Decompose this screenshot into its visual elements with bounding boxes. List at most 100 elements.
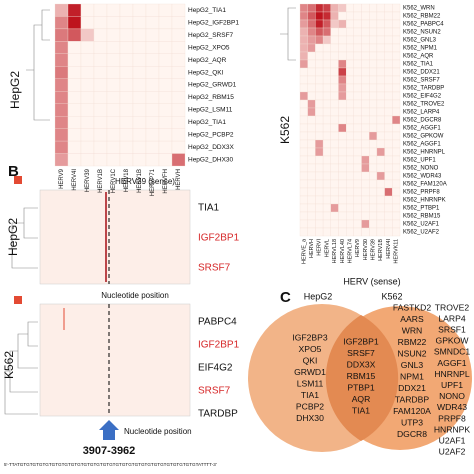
heat-cell <box>338 219 347 229</box>
heat-cell <box>346 187 354 197</box>
gene: IGF2BP1 <box>343 336 379 346</box>
heat-cell <box>330 163 339 173</box>
heat-cell <box>322 59 331 69</box>
heat-cell <box>346 155 354 165</box>
column-label: HERVL <box>324 239 330 257</box>
heat-cell <box>322 51 331 61</box>
row-label: K562_U2AF1 <box>403 222 440 228</box>
row-label: K562_WRN <box>403 6 435 12</box>
column-label: HERV18 <box>124 168 130 192</box>
heat-cell <box>392 139 401 149</box>
heat-cell <box>299 3 308 13</box>
column-label: HERVH <box>176 169 182 190</box>
heat-cell <box>376 107 385 117</box>
heat-cell <box>376 67 385 77</box>
heat-cell <box>315 187 324 197</box>
heat-cell <box>299 27 308 37</box>
heat-cell <box>171 128 186 142</box>
heat-cell <box>353 219 362 229</box>
heat-cell <box>322 75 331 85</box>
heat-cell <box>93 3 108 17</box>
heat-cell <box>171 78 186 92</box>
heat-cell <box>361 83 370 93</box>
row-label: HepG2_AQR <box>188 57 227 64</box>
heat-cell <box>80 78 95 92</box>
gene: UPF1 <box>441 380 463 390</box>
heat-cell <box>93 153 108 167</box>
cell-label: K562 <box>2 351 16 379</box>
heat-cell <box>361 107 370 117</box>
heat-cell <box>384 131 393 141</box>
heat-cell <box>384 155 393 165</box>
heat-cell <box>54 3 69 17</box>
heat-cell <box>54 66 69 79</box>
gene: AQR <box>352 394 371 404</box>
heat-cell <box>307 115 316 125</box>
heat-cell <box>299 171 308 181</box>
heat-cell <box>392 35 401 45</box>
heat-cell <box>369 211 378 221</box>
heat-cell <box>330 99 339 109</box>
heat-cell <box>361 211 370 221</box>
row-label: K562_RBM15 <box>403 214 441 220</box>
heat-cell <box>299 35 308 45</box>
heat-cell <box>299 179 308 189</box>
gene: TROVE2 <box>435 302 470 312</box>
heat-cell <box>369 3 378 13</box>
gene: SRSF7 <box>347 348 375 358</box>
column-label: HERVH <box>309 239 315 258</box>
heat-cell <box>307 91 316 101</box>
heat-cell <box>361 19 370 29</box>
heat-cell <box>315 115 324 125</box>
gene: DDX3X <box>347 359 376 369</box>
column-label: HERV1C <box>111 168 117 193</box>
heat-cell <box>376 19 385 29</box>
heat-cell <box>376 43 385 53</box>
gene: PCBP2 <box>296 401 324 411</box>
heat-cell <box>369 35 378 45</box>
heat-cell <box>171 66 186 79</box>
heat-cell <box>80 66 95 79</box>
heat-cell <box>346 59 354 69</box>
heat-cell <box>384 179 393 189</box>
gene: SRSF1 <box>438 324 466 334</box>
heat-cell <box>67 41 82 54</box>
heat-cell <box>119 66 134 79</box>
heat-cell <box>171 103 186 117</box>
heat-cell <box>353 91 362 101</box>
title: HERV (sense) <box>343 276 400 286</box>
heat-cell <box>158 140 173 154</box>
gene: DHX30 <box>296 413 324 423</box>
row-label: K562_PTBP1 <box>403 206 440 212</box>
heat-cell <box>330 187 339 197</box>
heat-cell <box>145 28 160 42</box>
heat-cell <box>145 78 160 92</box>
heat-cell <box>132 41 147 54</box>
heat-cell <box>353 155 362 165</box>
heat-cell <box>106 116 121 129</box>
heat-cell <box>376 131 385 141</box>
heat-cell <box>54 53 69 67</box>
gene: RBM22 <box>398 337 427 347</box>
heat-cell <box>346 123 354 133</box>
heat-cell <box>369 67 378 77</box>
gene: WRN <box>402 325 423 335</box>
heat-cell <box>392 91 401 101</box>
gene: PRPF8 <box>438 413 466 423</box>
gene: FASTKD2 <box>393 302 431 312</box>
heat-cell <box>54 91 69 104</box>
row-label: K562_UPF1 <box>403 158 436 164</box>
heat-cell <box>119 140 134 154</box>
heat-cell <box>338 35 347 45</box>
heat-cell <box>171 91 186 104</box>
heat-cell <box>158 41 173 54</box>
heat-cell <box>299 75 308 85</box>
heat-cell <box>376 75 385 85</box>
heat-cell <box>54 16 69 30</box>
heat-cell <box>346 163 354 173</box>
heat-cell <box>132 78 147 92</box>
heat-cell <box>315 155 324 165</box>
heat-cell <box>315 3 324 13</box>
row-label: K562_NPM1 <box>403 46 438 52</box>
